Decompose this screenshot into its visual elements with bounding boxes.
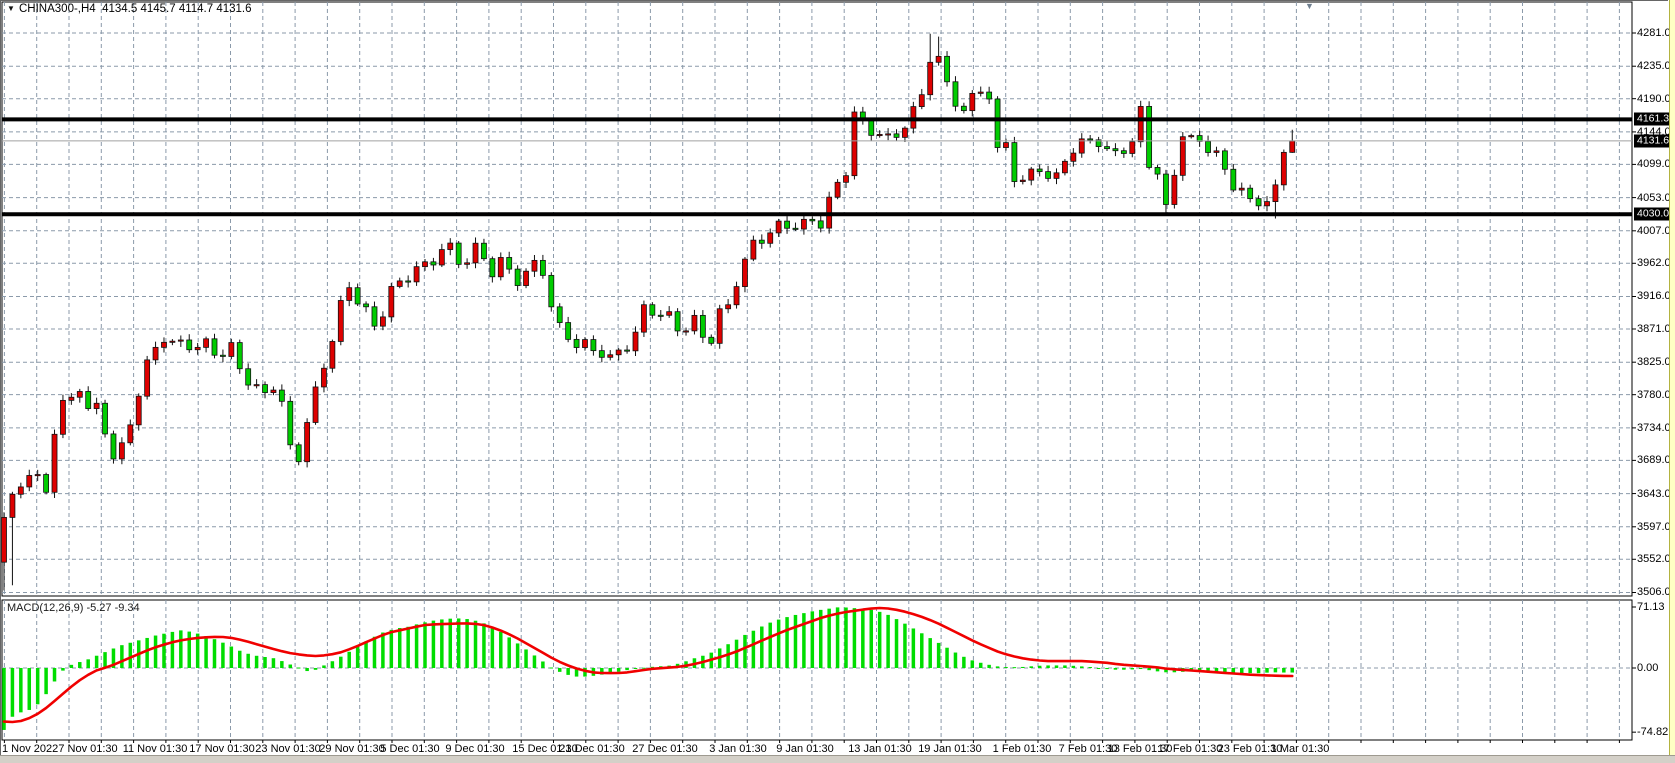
price-axis-label: 4281.0 <box>1637 27 1671 39</box>
main-chart-panel <box>1 1 1633 597</box>
macd-panel <box>1 599 1633 741</box>
time-axis-label: 13 Feb 01:30 <box>1107 743 1173 755</box>
price-axis-label: 4099.0 <box>1637 158 1671 171</box>
price-axis-label: 4053.0 <box>1637 191 1671 204</box>
time-axis-label: 5 Dec 01:30 <box>380 743 440 755</box>
time-axis-label: 15 Dec 01:30 <box>512 743 578 755</box>
time-axis-label: 1 Mar 01:30 <box>1270 743 1330 755</box>
time-axis-label: 23 Feb 01:30 <box>1217 743 1283 755</box>
chart-shift-marker-icon: ▼ <box>1305 1 1314 11</box>
price-axis-label: 4190.0 <box>1637 92 1671 105</box>
time-axis-label: 1 Feb 01:30 <box>992 743 1052 755</box>
price-axis-label: 3962.0 <box>1637 257 1671 270</box>
macd-axis-label: 71.13 <box>1637 600 1665 613</box>
time-axis-label: 9 Jan 01:30 <box>776 743 834 755</box>
price-badge: 4131.6 <box>1634 134 1673 148</box>
macd-indicator-label: MACD(12,26,9) -5.27 -9.34 <box>7 602 140 614</box>
time-axis-label: 11 Nov 01:30 <box>122 743 188 755</box>
price-axis-label: 3689.0 <box>1637 454 1671 467</box>
price-axis-label: 3643.0 <box>1637 487 1671 500</box>
window-right-border <box>1669 0 1675 763</box>
time-axis-label: 9 Dec 01:30 <box>445 743 505 755</box>
price-axis-label: 4007.0 <box>1637 224 1671 237</box>
price-axis-label: 3734.0 <box>1637 421 1671 434</box>
time-axis-label: 3 Jan 01:30 <box>709 743 767 755</box>
symbol-dropdown-icon[interactable]: ▼ <box>7 4 15 13</box>
price-axis-label: 3597.0 <box>1637 520 1671 533</box>
macd-axis-label: 0.00 <box>1637 662 1659 674</box>
time-axis-label: 17 Feb 01:30 <box>1157 743 1223 755</box>
macd-axis-label: -74.82 <box>1637 726 1669 739</box>
time-axis-label: 7 Nov 01:30 <box>58 743 118 755</box>
time-axis-label: 21 Dec 01:30 <box>559 743 625 755</box>
time-axis-label: 23 Nov 01:30 <box>255 743 321 755</box>
time-axis-label: 19 Jan 01:30 <box>918 743 982 755</box>
window-bottom-strip <box>0 755 1675 763</box>
macd-signal-line <box>2 606 1294 724</box>
time-axis-label: 7 Feb 01:30 <box>1058 743 1118 755</box>
price-badge: 4161.3 <box>1634 112 1673 126</box>
time-axis-label: 27 Dec 01:30 <box>632 743 698 755</box>
price-axis-label: 3825.0 <box>1637 356 1671 369</box>
time-axis-label: 29 Nov 01:30 <box>319 743 385 755</box>
time-axis-label: 17 Nov 01:30 <box>189 743 255 755</box>
price-axis-label: 3552.0 <box>1637 553 1671 566</box>
price-axis-label: 3916.0 <box>1637 290 1671 303</box>
candles <box>1 33 1296 591</box>
price-axis-label: 3871.0 <box>1637 322 1671 335</box>
time-axis-label: 13 Jan 01:30 <box>848 743 912 755</box>
price-badge: 4030.0 <box>1634 207 1673 221</box>
chart-title-ohlc: CHINA300-,H4 4134.5 4145.7 4114.7 4131.6 <box>19 3 252 15</box>
price-axis-label: 3780.0 <box>1637 388 1671 401</box>
price-axis-label: 3506.0 <box>1637 586 1671 599</box>
price-axis-label: 4235.0 <box>1637 60 1671 73</box>
time-axis-label: 1 Nov 2022 <box>2 743 59 755</box>
macd-histogram <box>2 607 1295 730</box>
